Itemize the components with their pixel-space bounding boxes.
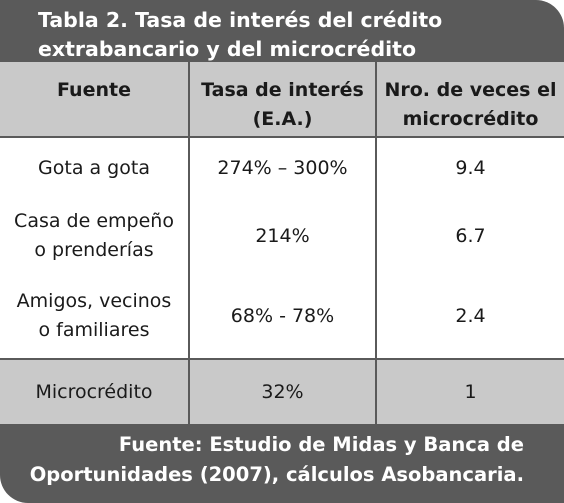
table-cell: Casa de empeño o prenderías	[0, 198, 188, 274]
source-note: Fuente: Estudio de Midas y Banca de Opor…	[29, 433, 524, 486]
interest-rate-table: Fuente Tasa de interés (E.A.) Nro. de ve…	[0, 62, 564, 424]
header-fuente: Fuente	[0, 62, 188, 136]
table-cell: 274% – 300%	[188, 136, 375, 198]
table-cell: 32%	[188, 358, 375, 424]
table-title: Tabla 2. Tasa de interés del crédito ext…	[38, 8, 443, 61]
table-cell: 2.4	[375, 274, 564, 358]
table-cell: 6.7	[375, 198, 564, 274]
table-cell: 214%	[188, 198, 375, 274]
table-cell: Amigos, vecinos o familiares	[0, 274, 188, 358]
table-cell: 1	[375, 358, 564, 424]
table-cell: 9.4	[375, 136, 564, 198]
table-cell: 68% - 78%	[188, 274, 375, 358]
header-nro-veces: Nro. de veces el microcrédito	[375, 62, 564, 136]
table-cell: Gota a gota	[0, 136, 188, 198]
table-cell: Microcrédito	[0, 358, 188, 424]
header-tasa-interes: Tasa de interés (E.A.)	[188, 62, 375, 136]
